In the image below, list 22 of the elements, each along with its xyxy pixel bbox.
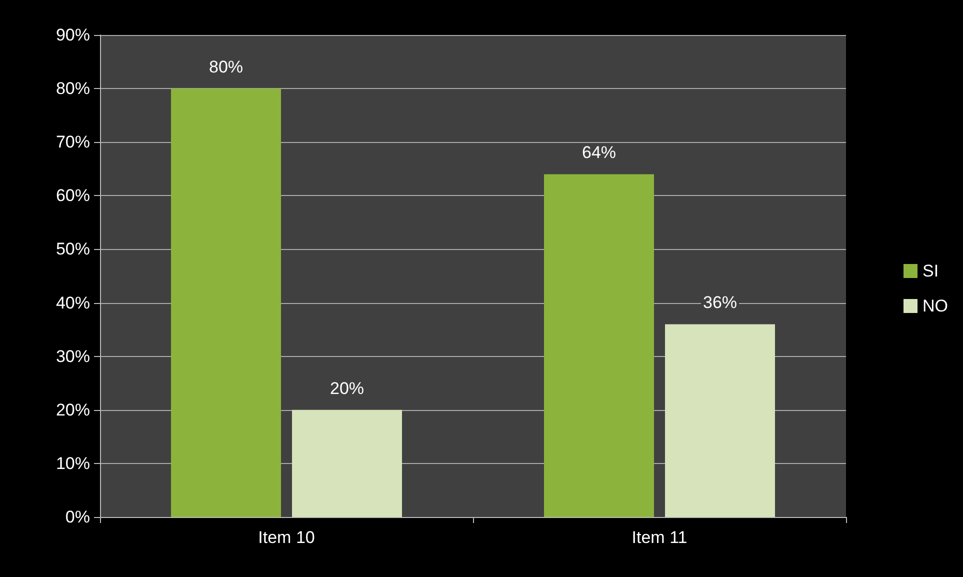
y-tick-label: 70% — [56, 132, 90, 152]
y-tick-label: 30% — [56, 346, 90, 366]
y-tick-label: 20% — [56, 400, 90, 420]
bar — [171, 88, 281, 517]
x-tick-label: Item 10 — [258, 528, 315, 547]
x-tick-label: Item 11 — [632, 528, 688, 547]
data-label: 80% — [208, 58, 244, 77]
y-tick-label: 80% — [56, 79, 90, 98]
data-label: 64% — [582, 143, 616, 162]
y-tick-label: 0% — [65, 508, 90, 526]
bar — [292, 410, 402, 517]
y-tick-label: 60% — [56, 186, 90, 206]
legend-label: NO — [922, 296, 948, 316]
y-tick-label: 10% — [56, 454, 90, 473]
legend-label: SI — [922, 262, 939, 280]
bar — [544, 174, 654, 517]
bar — [665, 324, 775, 517]
data-label: 36% — [702, 293, 738, 312]
y-tick-label: 50% — [56, 240, 90, 259]
y-tick-label: 90% — [56, 26, 90, 44]
data-label: 20% — [330, 378, 364, 398]
y-tick-label: 40% — [56, 293, 90, 312]
